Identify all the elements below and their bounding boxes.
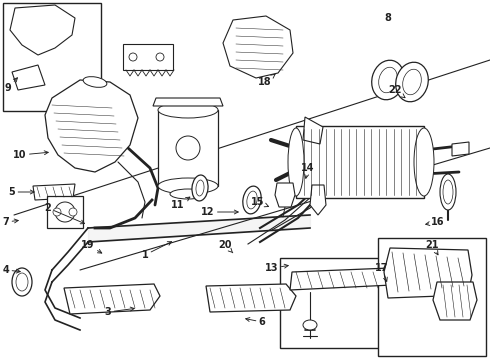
Text: 1: 1 [142, 242, 172, 260]
Text: 7: 7 [2, 217, 18, 227]
Text: 16: 16 [426, 217, 445, 227]
Text: 11: 11 [171, 197, 190, 210]
Ellipse shape [158, 102, 218, 118]
Polygon shape [45, 80, 138, 172]
Ellipse shape [372, 60, 404, 100]
Bar [378, 238, 486, 356]
Ellipse shape [414, 128, 434, 196]
Text: 17: 17 [375, 263, 389, 282]
Polygon shape [310, 185, 326, 215]
Ellipse shape [156, 53, 164, 61]
Polygon shape [33, 184, 75, 200]
Polygon shape [153, 98, 223, 106]
Polygon shape [384, 248, 472, 298]
Ellipse shape [403, 69, 421, 95]
Polygon shape [296, 126, 424, 198]
Ellipse shape [196, 180, 204, 196]
Polygon shape [10, 5, 75, 55]
Ellipse shape [247, 191, 257, 209]
Bar [3, 3, 101, 111]
Ellipse shape [69, 208, 77, 216]
Ellipse shape [53, 208, 61, 216]
Text: 8: 8 [385, 13, 392, 23]
Polygon shape [223, 16, 293, 78]
Bar [47, 196, 83, 228]
Ellipse shape [16, 273, 28, 291]
Text: 18: 18 [258, 74, 275, 87]
Ellipse shape [83, 77, 107, 87]
Ellipse shape [243, 186, 261, 214]
Ellipse shape [192, 175, 208, 201]
Text: 2: 2 [45, 203, 84, 224]
Polygon shape [123, 44, 173, 70]
Ellipse shape [12, 268, 32, 296]
Ellipse shape [303, 320, 317, 330]
Ellipse shape [55, 202, 75, 222]
Ellipse shape [440, 174, 456, 210]
Polygon shape [275, 183, 295, 207]
Polygon shape [303, 117, 323, 144]
Polygon shape [452, 142, 469, 156]
Ellipse shape [288, 128, 304, 196]
Text: 6: 6 [245, 317, 266, 327]
Text: 12: 12 [201, 207, 238, 217]
Text: 10: 10 [13, 150, 48, 160]
Text: 4: 4 [2, 265, 20, 275]
Ellipse shape [443, 180, 453, 204]
Text: 21: 21 [425, 240, 439, 255]
Text: 15: 15 [251, 197, 269, 207]
Polygon shape [433, 282, 477, 320]
Text: 22: 22 [388, 85, 405, 98]
Polygon shape [158, 110, 218, 186]
Ellipse shape [176, 136, 200, 160]
Bar [280, 258, 408, 348]
Text: 9: 9 [4, 78, 18, 93]
Text: 13: 13 [265, 263, 288, 273]
Text: 19: 19 [81, 240, 102, 253]
Ellipse shape [129, 53, 137, 61]
Ellipse shape [396, 62, 428, 102]
Polygon shape [206, 284, 296, 312]
Polygon shape [290, 268, 392, 290]
Polygon shape [12, 65, 45, 90]
Ellipse shape [158, 178, 218, 194]
Ellipse shape [379, 67, 397, 93]
Text: 20: 20 [218, 240, 233, 253]
Ellipse shape [170, 189, 206, 199]
Polygon shape [64, 284, 160, 314]
Text: 5: 5 [9, 187, 34, 197]
Text: 14: 14 [301, 163, 315, 178]
Text: 3: 3 [105, 307, 134, 317]
